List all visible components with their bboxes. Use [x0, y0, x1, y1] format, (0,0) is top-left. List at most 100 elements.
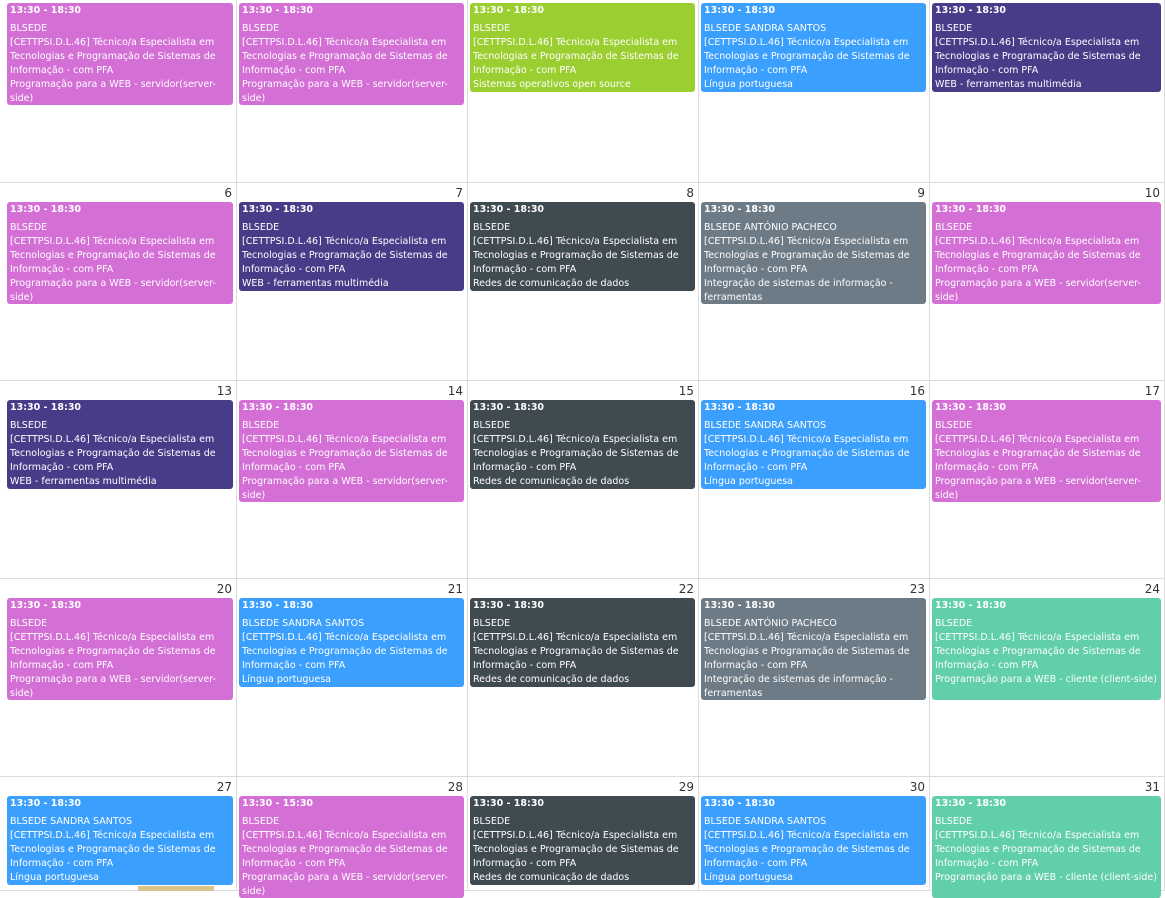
- event-course: [CETTPSI.D.L.46] Técnico/a Especialista …: [473, 236, 679, 275]
- day-cell[interactable]: 9 13:30 - 18:30 BLSEDE ANTÓNIO PACHECO [CET…: [699, 183, 930, 381]
- day-cell[interactable]: 30 13:30 - 18:30 BLSEDE SANDRA SANTOS [CETT…: [699, 777, 930, 891]
- calendar-event[interactable]: 13:30 - 18:30 BLSEDE [CETTPSI.D.L.46] Técn…: [932, 202, 1161, 304]
- event-time: 13:30 - 18:30: [704, 204, 776, 215]
- event-location: BLSEDE ANTÓNIO PACHECO: [704, 618, 837, 629]
- day-cell[interactable]: 31 13:30 - 18:30 BLSEDE [CETTPSI.D.L.46] Té…: [930, 777, 1165, 898]
- day-number: 29: [678, 780, 694, 794]
- calendar-event[interactable]: 13:30 - 18:30 BLSEDE ANTÓNIO PACHECO [CETT…: [701, 202, 926, 304]
- calendar-event[interactable]: 13:30 - 18:30 BLSEDE [CETTPSI.D.L.46] Técn…: [470, 796, 695, 885]
- calendar-event[interactable]: 13:30 - 18:30 BLSEDE [CETTPSI.D.L.46] Técn…: [470, 202, 695, 291]
- calendar-event[interactable]: 13:30 - 18:30 BLSEDE SANDRA SANTOS [CETTPS…: [7, 796, 233, 885]
- calendar-event[interactable]: 13:30 - 18:30 BLSEDE ANTÓNIO PACHECO [CETT…: [701, 598, 926, 700]
- day-cell[interactable]: 14 13:30 - 18:30 BLSEDE [CETTPSI.D.L.46] Té…: [237, 381, 468, 579]
- calendar-event[interactable]: 13:30 - 18:30 BLSEDE [CETTPSI.D.L.46] Técn…: [239, 202, 464, 291]
- event-location: BLSEDE: [935, 420, 973, 431]
- event-time: 13:30 - 18:30: [704, 798, 776, 809]
- event-location: BLSEDE SANDRA SANTOS: [704, 420, 827, 431]
- day-cell[interactable]: 13:30 - 18:30 BLSEDE [CETTPSI.D.L.46] Técn…: [237, 0, 468, 183]
- day-cell[interactable]: 29 13:30 - 18:30 BLSEDE [CETTPSI.D.L.46] Té…: [468, 777, 699, 891]
- day-cell[interactable]: 16 13:30 - 18:30 BLSEDE SANDRA SANTOS [CETT…: [699, 381, 930, 579]
- calendar-event[interactable]: 13:30 - 18:30 BLSEDE [CETTPSI.D.L.46] Técn…: [932, 400, 1161, 502]
- event-module: Programação para a WEB - servidor(server…: [935, 278, 1141, 303]
- event-course: [CETTPSI.D.L.46] Técnico/a Especialista …: [242, 37, 448, 76]
- event-module: Redes de comunicação de dados: [473, 872, 630, 883]
- day-cell[interactable]: 13 13:30 - 18:30 BLSEDE [CETTPSI.D.L.46] Té…: [0, 381, 237, 579]
- event-time: 13:30 - 18:30: [473, 798, 545, 809]
- calendar-event[interactable]: 13:30 - 15:30 BLSEDE [CETTPSI.D.L.46] Técn…: [239, 796, 464, 898]
- calendar-event[interactable]: 13:30 - 18:30 BLSEDE [CETTPSI.D.L.46] Técn…: [7, 202, 233, 304]
- event-module: Programação para a WEB - servidor(server…: [935, 476, 1141, 501]
- day-cell[interactable]: 7 13:30 - 18:30 BLSEDE [CETTPSI.D.L.46] Téc…: [237, 183, 468, 381]
- calendar-event[interactable]: 13:30 - 18:30 BLSEDE SANDRA SANTOS [CETTPS…: [701, 400, 926, 489]
- event-time: 13:30 - 18:30: [10, 402, 82, 413]
- calendar-event[interactable]: 13:30 - 18:30 BLSEDE SANDRA SANTOS [CETTPS…: [239, 598, 464, 687]
- day-cell[interactable]: 6 13:30 - 18:30 BLSEDE [CETTPSI.D.L.46] Téc…: [0, 183, 237, 381]
- event-location: BLSEDE: [10, 420, 48, 431]
- calendar-event[interactable]: 13:30 - 18:30 BLSEDE [CETTPSI.D.L.46] Técn…: [7, 3, 233, 105]
- day-number: 6: [224, 186, 232, 200]
- day-cell[interactable]: 28 13:30 - 15:30 BLSEDE [CETTPSI.D.L.46] Té…: [237, 777, 468, 898]
- event-time: 13:30 - 18:30: [935, 204, 1007, 215]
- day-cell[interactable]: 20 13:30 - 18:30 BLSEDE [CETTPSI.D.L.46] Té…: [0, 579, 237, 777]
- calendar-event[interactable]: 13:30 - 18:30 BLSEDE SANDRA SANTOS [CETTPS…: [701, 3, 926, 92]
- calendar-event[interactable]: 13:30 - 18:30 BLSEDE [CETTPSI.D.L.46] Técn…: [470, 400, 695, 489]
- event-course: [CETTPSI.D.L.46] Técnico/a Especialista …: [242, 236, 448, 275]
- event-course: [CETTPSI.D.L.46] Técnico/a Especialista …: [10, 830, 216, 869]
- day-cell[interactable]: 13:30 - 18:30 BLSEDE SANDRA SANTOS [CETTPS…: [699, 0, 930, 183]
- event-module: Programação para a WEB - cliente (client…: [935, 872, 1157, 883]
- calendar-event[interactable]: 13:30 - 18:30 BLSEDE [CETTPSI.D.L.46] Técn…: [932, 796, 1161, 898]
- day-number: 27: [216, 780, 232, 794]
- calendar-event[interactable]: 13:30 - 18:30 BLSEDE [CETTPSI.D.L.46] Técn…: [470, 3, 695, 92]
- day-number: 22: [678, 582, 694, 596]
- day-number: 16: [909, 384, 925, 398]
- calendar-event[interactable]: 13:30 - 18:30 BLSEDE SANDRA SANTOS [CETTPS…: [701, 796, 926, 885]
- calendar-event[interactable]: 13:30 - 18:30 BLSEDE [CETTPSI.D.L.46] Técn…: [7, 400, 233, 489]
- event-course: [CETTPSI.D.L.46] Técnico/a Especialista …: [704, 37, 910, 76]
- day-cell[interactable]: 22 13:30 - 18:30 BLSEDE [CETTPSI.D.L.46] Té…: [468, 579, 699, 777]
- event-course: [CETTPSI.D.L.46] Técnico/a Especialista …: [704, 434, 910, 473]
- day-cell[interactable]: 17 13:30 - 18:30 BLSEDE [CETTPSI.D.L.46] Té…: [930, 381, 1165, 579]
- calendar-event[interactable]: 13:30 - 18:30 BLSEDE [CETTPSI.D.L.46] Técn…: [239, 3, 464, 105]
- day-cell[interactable]: 13:30 - 18:30 BLSEDE [CETTPSI.D.L.46] Técn…: [468, 0, 699, 183]
- event-time: 13:30 - 18:30: [935, 5, 1007, 16]
- event-time: 13:30 - 18:30: [10, 798, 82, 809]
- day-number: 14: [447, 384, 463, 398]
- day-cell[interactable]: 8 13:30 - 18:30 BLSEDE [CETTPSI.D.L.46] Téc…: [468, 183, 699, 381]
- calendar-event[interactable]: 13:30 - 18:30 BLSEDE [CETTPSI.D.L.46] Técn…: [932, 598, 1161, 700]
- event-module: Programação para a WEB - servidor(server…: [10, 674, 216, 699]
- day-cell[interactable]: 23 13:30 - 18:30 BLSEDE ANTÓNIO PACHECO [CE…: [699, 579, 930, 777]
- event-location: BLSEDE: [242, 420, 280, 431]
- day-number: 10: [1144, 186, 1160, 200]
- event-module: Programação para a WEB - servidor(server…: [10, 79, 216, 104]
- event-time: 13:30 - 18:30: [935, 402, 1007, 413]
- event-module: Programação para a WEB - cliente (client…: [935, 674, 1157, 685]
- event-module: Língua portuguesa: [704, 79, 794, 90]
- day-cell[interactable]: 27 13:30 - 18:30 BLSEDE SANDRA SANTOS [CETT…: [0, 777, 237, 891]
- day-cell[interactable]: 21 13:30 - 18:30 BLSEDE SANDRA SANTOS [CETT…: [237, 579, 468, 777]
- event-location: BLSEDE: [935, 618, 973, 629]
- event-time: 13:30 - 18:30: [935, 600, 1007, 611]
- calendar-event[interactable]: 13:30 - 18:30 BLSEDE [CETTPSI.D.L.46] Técn…: [7, 598, 233, 700]
- event-location: BLSEDE ANTÓNIO PACHECO: [704, 222, 837, 233]
- event-course: [CETTPSI.D.L.46] Técnico/a Especialista …: [473, 830, 679, 869]
- day-number: 30: [909, 780, 925, 794]
- day-number: 13: [216, 384, 232, 398]
- day-cell[interactable]: 13:30 - 18:30 BLSEDE [CETTPSI.D.L.46] Técn…: [0, 0, 237, 183]
- event-module: Língua portuguesa: [704, 872, 794, 883]
- event-module: Redes de comunicação de dados: [473, 476, 630, 487]
- calendar-event[interactable]: 13:30 - 18:30 BLSEDE [CETTPSI.D.L.46] Técn…: [932, 3, 1161, 92]
- day-cell[interactable]: 10 13:30 - 18:30 BLSEDE [CETTPSI.D.L.46] Té…: [930, 183, 1165, 381]
- event-location: BLSEDE: [10, 222, 48, 233]
- event-location: BLSEDE SANDRA SANTOS: [10, 816, 133, 827]
- day-cell[interactable]: 13:30 - 18:30 BLSEDE [CETTPSI.D.L.46] Técn…: [930, 0, 1165, 183]
- calendar-event[interactable]: 13:30 - 18:30 BLSEDE [CETTPSI.D.L.46] Técn…: [470, 598, 695, 687]
- day-cell[interactable]: 24 13:30 - 18:30 BLSEDE [CETTPSI.D.L.46] Té…: [930, 579, 1165, 777]
- day-cell[interactable]: 15 13:30 - 18:30 BLSEDE [CETTPSI.D.L.46] Té…: [468, 381, 699, 579]
- day-number: 31: [1144, 780, 1160, 794]
- event-location: BLSEDE: [242, 23, 280, 34]
- event-course: [CETTPSI.D.L.46] Técnico/a Especialista …: [473, 434, 679, 473]
- day-number: 15: [678, 384, 694, 398]
- event-time: 13:30 - 18:30: [10, 5, 82, 16]
- calendar-event[interactable]: 13:30 - 18:30 BLSEDE [CETTPSI.D.L.46] Técn…: [239, 400, 464, 502]
